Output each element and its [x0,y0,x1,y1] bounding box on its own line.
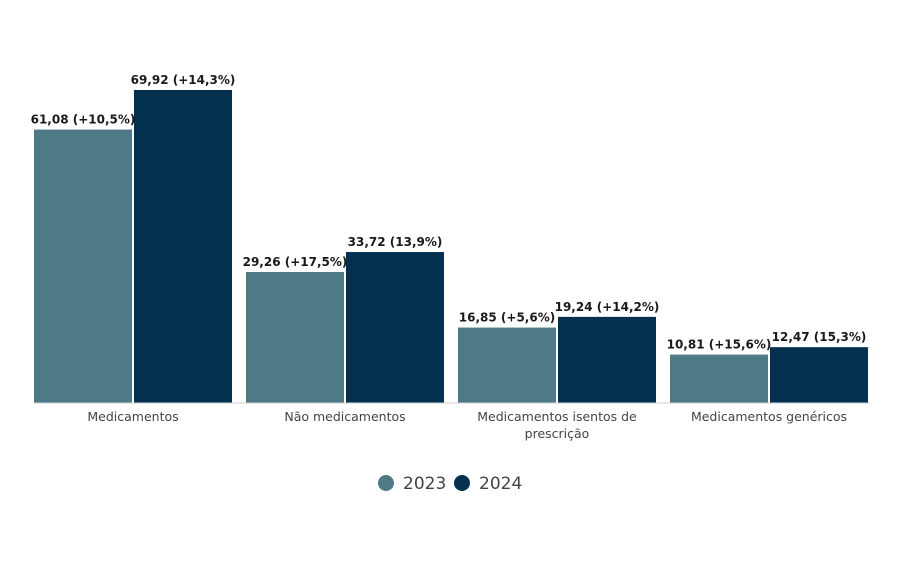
bar-2024-1 [134,90,232,403]
category-label-2: Não medicamentos [284,409,405,424]
data-label-2023-2: 29,26 (+17,5%) [243,255,348,269]
data-label-2024-4: 12,47 (15,3%) [772,330,867,344]
data-label-2024-2: 33,72 (13,9%) [348,235,443,249]
bar-2023-2 [246,272,344,403]
x-axis-categories: Medicamentos Não medicamentos Medicamentos… [87,409,847,441]
bar-2023-3 [458,327,556,403]
legend-label-2024: 2024 [479,474,522,494]
category-label-1: Medicamentos [87,409,178,424]
data-label-2024-3: 19,24 (+14,2%) [555,300,660,314]
legend-swatch-2023 [378,475,394,491]
category-label-3: Medicamentos isentos de prescrição [477,409,637,441]
legend-label-2023: 2023 [403,474,446,494]
bar-2024-4 [770,347,868,403]
bar-2024-2 [346,252,444,403]
data-label-2024-1: 69,92 (+14,3%) [131,73,236,87]
bar-2023-1 [34,129,132,404]
bar-2024-3 [558,316,656,403]
legend: 2023 2024 [378,474,522,494]
bars-layer [34,90,868,404]
data-label-2023-3: 16,85 (+5,6%) [459,311,555,325]
data-label-2023-4: 10,81 (+15,6%) [667,338,772,352]
data-label-2023-1: 61,08 (+10,5%) [31,113,136,127]
legend-swatch-2024 [454,475,470,491]
bar-2023-4 [670,354,768,403]
category-label-4: Medicamentos genéricos [691,409,847,424]
labels-layer: 61,08 (+10,5%) 69,92 (+14,3%) 29,26 (+17,5… [31,73,867,352]
